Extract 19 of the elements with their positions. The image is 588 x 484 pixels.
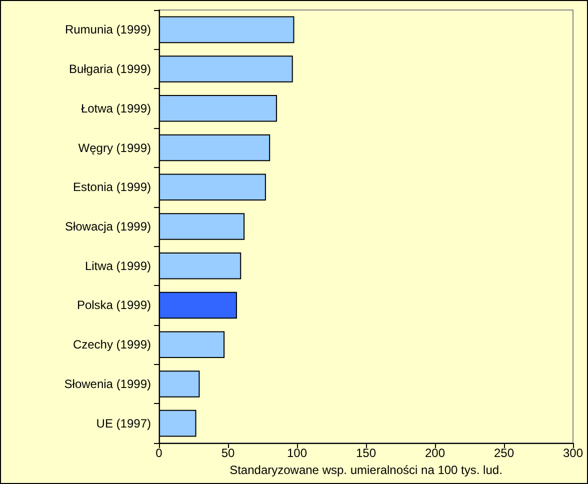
x-tick-label: 0 — [156, 446, 163, 460]
x-axis-title: Standaryzowane wsp. umieralności na 100 tys. lud. — [230, 462, 502, 477]
x-tick-label: 150 — [356, 446, 376, 460]
y-tick-label: Słowacja (1999) — [64, 220, 151, 234]
y-tick-label: Słowenia (1999) — [64, 376, 152, 391]
y-tick-label: Litwa (1999) — [84, 258, 151, 273]
y-tick-label: Czechy (1999) — [72, 338, 151, 352]
x-tick-label: 200 — [424, 446, 446, 460]
x-tick-label: 250 — [494, 446, 514, 460]
y-tick-label: UE (1997) — [96, 416, 151, 430]
y-tick-label: Łotwa (1999) — [80, 101, 151, 116]
x-tick-label: 100 — [286, 446, 308, 460]
y-tick-label: Bułgaria (1999) — [68, 62, 151, 76]
y-tick-label: Rumunia (1999) — [64, 22, 151, 37]
y-tick-label: Estonia (1999) — [72, 180, 152, 194]
y-tick-label: Węgry (1999) — [78, 140, 151, 155]
y-tick-label: Polska (1999) — [76, 298, 151, 312]
x-tick-label: 300 — [562, 446, 584, 460]
x-tick-label: 50 — [221, 446, 235, 460]
